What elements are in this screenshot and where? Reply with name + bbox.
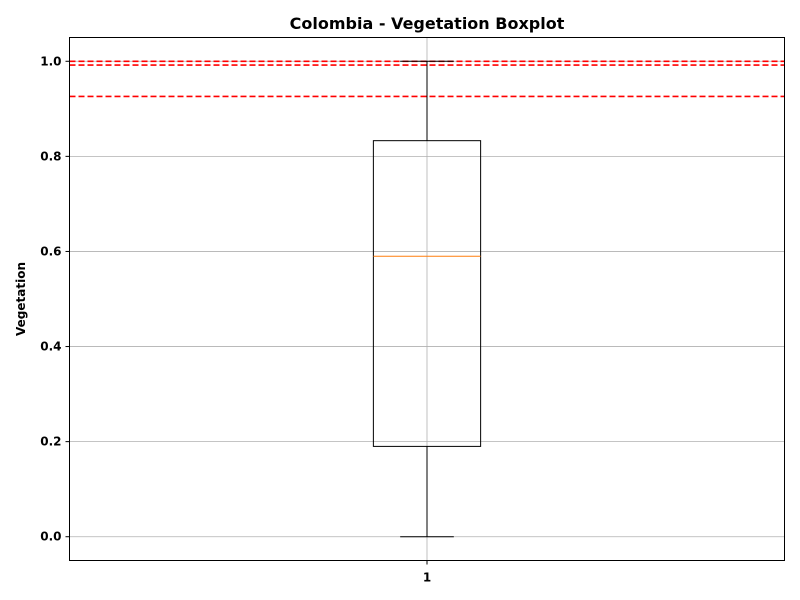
chart-title: Colombia - Vegetation Boxplot	[290, 14, 565, 33]
y-tick-label: 0.4	[40, 340, 61, 354]
y-tick-label: 0.2	[40, 435, 61, 449]
plot-frame	[69, 37, 785, 561]
box-iqr	[372, 140, 482, 447]
y-tick-label: 0.8	[40, 149, 61, 163]
y-axis-label: Vegetation	[14, 262, 28, 336]
x-axis-ticks: 1	[423, 560, 431, 585]
reference-lines	[69, 60, 785, 98]
y-tick-label: 0.0	[40, 530, 61, 544]
y-axis-ticks: 0.0 0.2 0.4 0.6 0.8 1.0	[40, 54, 70, 544]
y-tick-label: 1.0	[40, 54, 61, 68]
boxes	[372, 60, 482, 538]
x-tick-label: 1	[423, 571, 431, 585]
y-tick-label: 0.6	[40, 244, 61, 258]
